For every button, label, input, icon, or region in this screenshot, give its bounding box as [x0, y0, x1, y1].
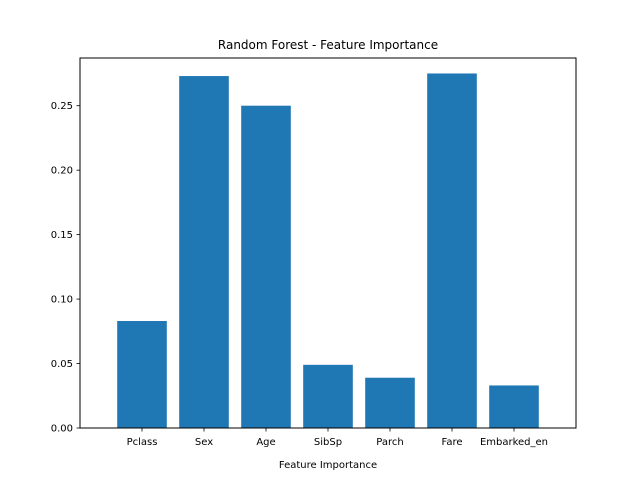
y-tick-label: 0.25 [51, 101, 73, 112]
y-tick-label: 0.20 [51, 166, 73, 177]
y-tick-label: 0.05 [51, 359, 73, 370]
x-axis-label: Feature Importance [279, 460, 377, 471]
x-tick-label: Parch [376, 437, 403, 448]
bar-age [241, 105, 291, 428]
x-tick-label: Embarked_en [480, 437, 548, 448]
y-tick-label: 0.00 [51, 424, 73, 435]
bar-parch [365, 377, 415, 428]
x-tick-label: SibSp [314, 437, 342, 448]
x-tick-label: Sex [195, 437, 213, 448]
bar-sibsp [303, 364, 353, 428]
bar-sex [179, 76, 229, 429]
x-axis: Pclass Sex Age SibSp Parch Fare Embarked_en [127, 428, 548, 448]
y-axis: 0.00 0.05 0.10 0.15 0.20 0.25 [51, 101, 80, 435]
y-tick-label: 0.10 [51, 295, 73, 306]
plot-frame [79, 57, 577, 429]
bar-group [117, 73, 539, 429]
x-tick-label: Pclass [127, 437, 158, 448]
x-tick-label: Fare [441, 437, 462, 448]
x-tick-label: Age [256, 437, 275, 448]
bar-fare [427, 73, 477, 428]
bar-embarked-en [489, 385, 539, 428]
y-tick-label: 0.15 [51, 230, 73, 241]
bar-pclass [117, 320, 167, 428]
chart-title: Random Forest - Feature Importance [218, 38, 438, 52]
